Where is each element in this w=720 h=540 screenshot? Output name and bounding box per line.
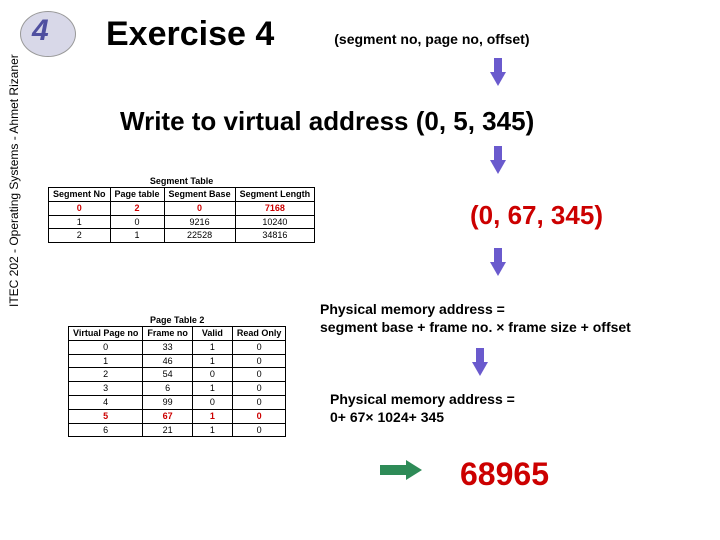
cell: 0 — [232, 409, 286, 423]
header: 4 Exercise 4 (segment no, page no, offse… — [20, 6, 710, 62]
cell: 0 — [232, 423, 286, 437]
cell: 1 — [49, 215, 111, 229]
col-header: Read Only — [232, 327, 286, 341]
cell: 4 — [69, 395, 143, 409]
page-table: Page Table 2 Virtual Page no Frame no Va… — [68, 315, 286, 437]
cell: 1 — [110, 229, 164, 243]
col-header: Frame no — [143, 327, 193, 341]
arrow-down-icon — [490, 58, 506, 86]
arrow-down-icon — [472, 348, 488, 376]
cell: 2 — [49, 229, 111, 243]
segment-table: Segment Table Segment No Page table Segm… — [48, 176, 315, 243]
cell: 3 — [69, 382, 143, 396]
col-header: Segment Length — [235, 188, 315, 202]
cell: 67 — [143, 409, 193, 423]
final-answer: 68965 — [460, 456, 549, 493]
cell: 0 — [232, 354, 286, 368]
slide-number-badge: 4 — [20, 6, 76, 62]
cell: 2 — [110, 201, 164, 215]
cell: 33 — [143, 340, 193, 354]
col-header: Valid — [192, 327, 232, 341]
col-header: Virtual Page no — [69, 327, 143, 341]
slide-title: Exercise 4 — [106, 15, 274, 54]
cell: 22528 — [164, 229, 235, 243]
cell: 0 — [69, 340, 143, 354]
formula-substituted: Physical memory address = 0+ 67× 1024+ 3… — [330, 390, 515, 426]
cell: 10240 — [235, 215, 315, 229]
formula-line: 0+ 67× 1024+ 345 — [330, 408, 515, 426]
cell: 1 — [192, 423, 232, 437]
cell: 0 — [49, 201, 111, 215]
formula-line: Physical memory address = — [320, 300, 631, 318]
intermediate-tuple: (0, 67, 345) — [470, 200, 603, 231]
cell: 21 — [143, 423, 193, 437]
cell: 1 — [69, 354, 143, 368]
cell: 54 — [143, 368, 193, 382]
cell: 0 — [232, 368, 286, 382]
cell: 99 — [143, 395, 193, 409]
cell: 7168 — [235, 201, 315, 215]
cell: 1 — [192, 409, 232, 423]
cell: 1 — [192, 354, 232, 368]
page-table-caption: Page Table 2 — [68, 315, 286, 326]
slide-subtitle: (segment no, page no, offset) — [334, 31, 529, 47]
cell: 0 — [232, 382, 286, 396]
cell: 0 — [164, 201, 235, 215]
arrow-right-icon — [380, 460, 424, 480]
cell: 6 — [143, 382, 193, 396]
arrow-down-icon — [490, 146, 506, 174]
formula-generic: Physical memory address = segment base +… — [320, 300, 631, 336]
col-header: Segment No — [49, 188, 111, 202]
cell: 0 — [110, 215, 164, 229]
cell: 0 — [232, 340, 286, 354]
cell: 9216 — [164, 215, 235, 229]
cell: 5 — [69, 409, 143, 423]
cell: 2 — [69, 368, 143, 382]
cell: 1 — [192, 382, 232, 396]
cell: 0 — [192, 368, 232, 382]
cell: 1 — [192, 340, 232, 354]
cell: 6 — [69, 423, 143, 437]
slide-number: 4 — [32, 14, 49, 48]
segment-table-caption: Segment Table — [48, 176, 315, 187]
cell: 46 — [143, 354, 193, 368]
col-header: Segment Base — [164, 188, 235, 202]
sidebar-course-label: ITEC 202 - Operating Systems - Ahmet Riz… — [7, 54, 21, 307]
cell: 0 — [232, 395, 286, 409]
formula-line: segment base + frame no. × frame size + … — [320, 318, 631, 336]
col-header: Page table — [110, 188, 164, 202]
cell: 0 — [192, 395, 232, 409]
arrow-down-icon — [490, 248, 506, 276]
formula-line: Physical memory address = — [330, 390, 515, 408]
main-heading: Write to virtual address (0, 5, 345) — [120, 106, 534, 137]
cell: 34816 — [235, 229, 315, 243]
